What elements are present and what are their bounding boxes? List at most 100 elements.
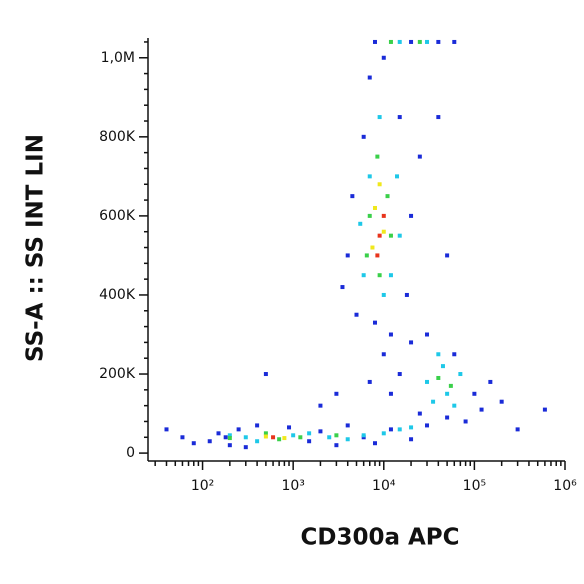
point — [381, 292, 386, 297]
point — [282, 436, 287, 441]
y-tick-label: 1,0M — [101, 50, 135, 66]
point — [425, 379, 430, 384]
x-tick-label: 10² — [191, 478, 214, 494]
point — [334, 443, 339, 448]
point — [243, 445, 248, 450]
point — [440, 364, 445, 369]
point — [488, 379, 493, 384]
point — [207, 439, 212, 444]
point — [404, 292, 409, 297]
point — [350, 194, 355, 199]
point — [499, 399, 504, 404]
y-tick-label: 0 — [126, 445, 135, 461]
point — [243, 435, 248, 440]
point — [307, 431, 312, 436]
point — [458, 372, 463, 377]
point — [375, 253, 380, 258]
point — [397, 427, 402, 432]
point — [271, 435, 276, 440]
y-tick-label: 800K — [99, 129, 136, 145]
point — [372, 205, 377, 210]
point — [381, 352, 386, 357]
point — [381, 431, 386, 436]
point — [372, 441, 377, 446]
point — [425, 423, 430, 428]
point — [381, 55, 386, 60]
point — [361, 433, 366, 438]
point — [372, 320, 377, 325]
point — [334, 433, 339, 438]
point — [216, 431, 221, 436]
point — [397, 372, 402, 377]
point — [388, 273, 393, 278]
point — [409, 425, 414, 430]
point — [388, 332, 393, 337]
point — [425, 332, 430, 337]
point — [397, 39, 402, 44]
point — [542, 407, 547, 412]
point — [361, 273, 366, 278]
point — [431, 399, 436, 404]
point — [298, 435, 303, 440]
point — [255, 439, 260, 444]
y-axis-label: SS-A :: SS INT LIN — [23, 134, 49, 362]
point — [318, 429, 323, 434]
point — [370, 245, 375, 250]
point — [377, 115, 382, 120]
point — [164, 427, 169, 432]
point — [381, 229, 386, 234]
point — [364, 253, 369, 258]
point — [367, 379, 372, 384]
point — [388, 391, 393, 396]
point — [227, 436, 232, 441]
point — [340, 285, 345, 290]
point — [515, 427, 520, 432]
point — [397, 233, 402, 238]
point — [436, 352, 441, 357]
point — [463, 419, 468, 424]
point — [479, 407, 484, 412]
x-tick-label: 10⁴ — [372, 478, 396, 494]
point — [452, 352, 457, 357]
point — [287, 425, 292, 430]
point — [377, 182, 382, 187]
point — [381, 213, 386, 218]
point — [307, 439, 312, 444]
point — [388, 39, 393, 44]
y-tick-label: 600K — [99, 208, 136, 224]
x-tick-label: 10⁵ — [463, 478, 486, 494]
point — [354, 312, 359, 317]
point — [452, 39, 457, 44]
point — [417, 411, 422, 416]
point — [417, 39, 422, 44]
point — [327, 435, 332, 440]
y-tick-label: 400K — [99, 287, 136, 303]
point — [436, 115, 441, 120]
point — [361, 134, 366, 139]
point — [409, 213, 414, 218]
point — [227, 443, 232, 448]
point — [291, 433, 296, 438]
point — [191, 441, 196, 446]
point — [377, 233, 382, 238]
point — [263, 372, 268, 377]
point — [372, 39, 377, 44]
point — [236, 427, 241, 432]
point — [452, 403, 457, 408]
point — [445, 253, 450, 258]
x-tick-label: 10⁶ — [553, 478, 577, 494]
point — [436, 39, 441, 44]
point — [395, 174, 400, 179]
point — [263, 434, 268, 439]
point — [345, 423, 350, 428]
point — [277, 437, 282, 442]
point — [345, 437, 350, 442]
point — [445, 391, 450, 396]
point — [318, 403, 323, 408]
point — [417, 154, 422, 159]
point — [409, 437, 414, 442]
point — [397, 115, 402, 120]
point — [345, 253, 350, 258]
point — [472, 391, 477, 396]
